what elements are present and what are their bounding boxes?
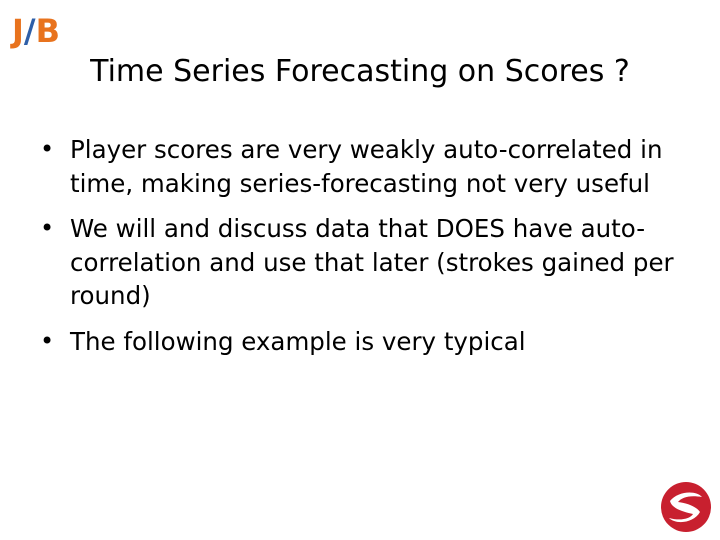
bullet-text: Player scores are very weakly auto-corre… xyxy=(70,135,663,198)
bullet-list: • Player scores are very weakly auto-cor… xyxy=(40,133,680,370)
bullet-dot-icon: • xyxy=(40,135,55,163)
bullet-text: We will and discuss data that DOES have … xyxy=(70,214,674,310)
logo-letter-j: J xyxy=(12,12,24,50)
bullet-text: The following example is very typical xyxy=(70,326,526,356)
red-circle-s-logo-icon xyxy=(661,482,711,532)
slide-title: Time Series Forecasting on Scores ? xyxy=(90,54,630,89)
logo-slash: / xyxy=(23,12,36,50)
logo-letter-b: B xyxy=(35,12,60,50)
bullet-item: • The following example is very typical xyxy=(40,325,680,359)
bullet-dot-icon: • xyxy=(40,326,55,355)
jb-logo: J/B xyxy=(12,11,60,51)
bullet-item: • We will and discuss data that DOES hav… xyxy=(40,212,680,313)
bullet-dot-icon: • xyxy=(40,214,55,242)
bullet-item: • Player scores are very weakly auto-cor… xyxy=(40,133,680,200)
